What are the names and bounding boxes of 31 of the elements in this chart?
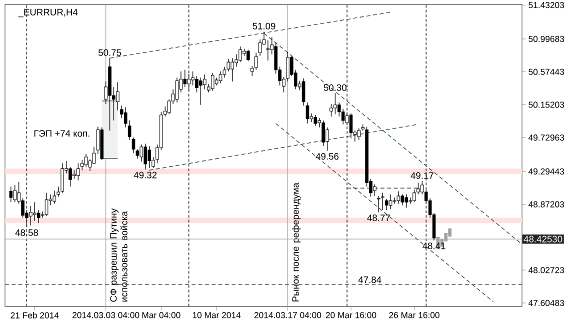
y-tick-label: 50.15203 [528,101,564,108]
annotation: 51.09 [252,22,276,30]
annotation: 49.56 [316,152,339,160]
annotation: ГЭП +74 коп. [34,130,90,136]
x-tick-label: 2014.03.03 04:00 [72,312,140,318]
annotation: 49.17 [410,172,434,179]
annotation: 48.77 [367,214,390,221]
y-tick-label: 47.60483 [528,300,564,306]
x-tick-label: 10 Mar 2014 [192,312,241,318]
x-tick-label: 26 Mar 16:00 [389,312,440,318]
chart-title: _EURRUR,H4 [18,8,78,17]
annotation: 50.75 [98,49,122,56]
y-tick-label: 50.99683 [528,36,564,42]
ref-line-label: СФ разрешил Путину использовать войска [110,208,128,302]
annotation: 49.32 [134,172,157,178]
x-tick-label: Mar 04:00 [142,312,180,318]
y-tick-label: 49.29443 [528,168,564,174]
annotation: 50.30 [324,84,346,91]
x-tick-label: 21 Feb 2014 [10,312,59,318]
y-tick-label: 51.43203 [528,2,564,8]
y-tick-label: 49.72963 [528,134,564,140]
ref-line-label: 48.42530 [524,236,562,242]
y-tick-label: 48.87203 [528,201,564,208]
ref-line-label: Рынок после референдума [292,182,301,302]
y-tick-label: 50.57443 [528,68,564,75]
ref-line-label: 47.84 [358,276,382,283]
annotation: 48.58 [15,229,38,236]
y-tick-label: 48.02723 [528,266,564,273]
x-tick-label: 20 Mar 16:00 [326,312,376,318]
annotation: 48.41 [422,242,446,249]
x-tick-label: 2014.03.17 04:00 [254,312,322,318]
